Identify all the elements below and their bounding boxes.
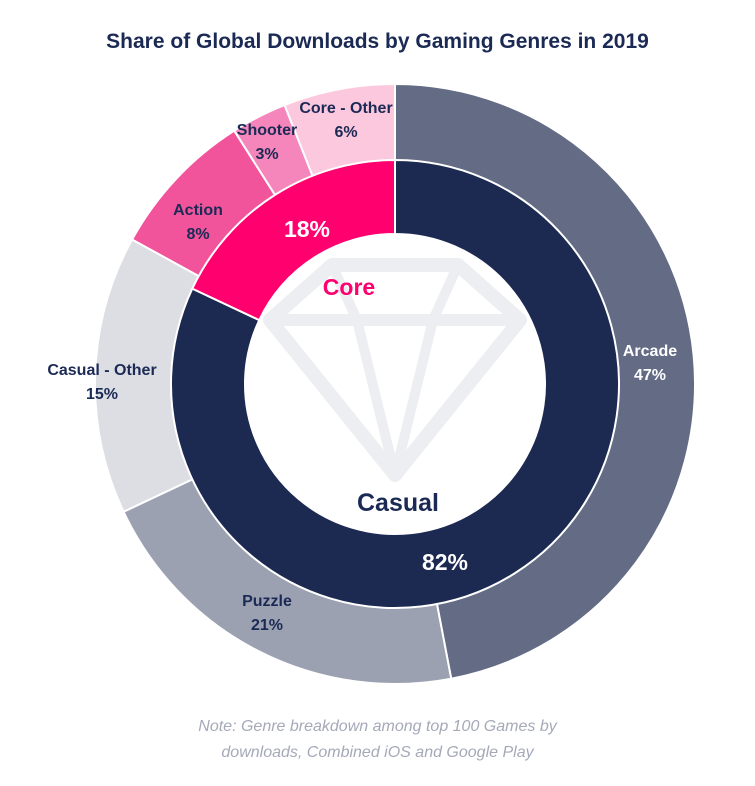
label-name-puzzle: Puzzle xyxy=(242,593,292,610)
data-labels: Arcade 47% Puzzle 21% Casual - Other 15% Actio… xyxy=(47,100,677,634)
chart-title: Share of Global Downloads by Gaming Genr… xyxy=(106,30,649,53)
footnote-line-1: Note: Genre breakdown among top 100 Game… xyxy=(198,718,557,735)
label-value-casual-other: 15% xyxy=(86,386,118,403)
label-value-core-other: 6% xyxy=(334,124,357,141)
label-name-casual-other: Casual - Other xyxy=(47,362,156,379)
label-value-action: 8% xyxy=(186,226,209,243)
inner-slice-core xyxy=(190,158,396,322)
inner-ring xyxy=(170,158,620,609)
footnote: Note: Genre breakdown among top 100 Game… xyxy=(0,714,755,766)
label-value-puzzle: 21% xyxy=(251,617,283,634)
label-name-shooter: Shooter xyxy=(237,122,297,139)
label-value-shooter: 3% xyxy=(255,146,278,163)
label-name-arcade: Arcade xyxy=(623,343,677,360)
center-label-casual: Casual xyxy=(357,489,439,517)
footnote-line-2: downloads, Combined iOS and Google Play xyxy=(221,744,534,761)
label-name-core-other: Core - Other xyxy=(299,100,392,117)
inner-slice-casual xyxy=(170,158,620,609)
label-value-casual: 82% xyxy=(422,549,468,575)
label-value-arcade: 47% xyxy=(634,367,666,384)
center-label-core: Core xyxy=(323,274,375,300)
diamond-watermark-icon xyxy=(263,258,527,482)
label-value-core: 18% xyxy=(284,216,330,242)
label-name-action: Action xyxy=(173,202,223,219)
